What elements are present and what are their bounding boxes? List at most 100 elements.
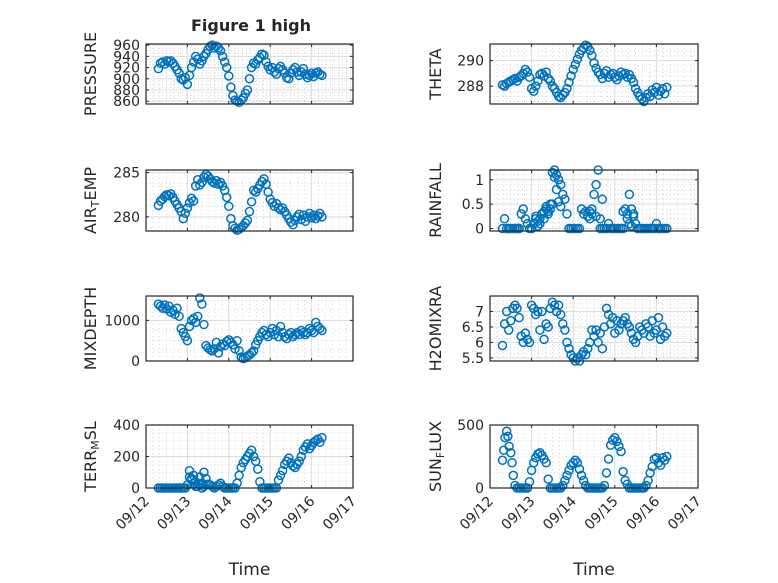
data-point: [298, 63, 309, 74]
data-point: [524, 72, 535, 82]
data-point: [524, 337, 535, 348]
data-point: [589, 58, 599, 68]
data-point: [572, 54, 583, 65]
data-point: [607, 435, 618, 445]
panel-h2omixra: 5.566.57 H2OMIXRA: [426, 286, 699, 372]
data-point: [506, 447, 516, 458]
y-axis-label: MIXDEPTH: [81, 287, 100, 370]
data-point: [662, 451, 672, 462]
data-point: [244, 206, 255, 217]
data-point: [213, 348, 224, 358]
data-point: [618, 466, 628, 477]
data-point: [294, 456, 304, 466]
y-tick-label: 1: [475, 173, 484, 189]
y-tick-label: 400: [113, 418, 140, 434]
data-point: [570, 59, 581, 70]
data-point: [234, 346, 244, 356]
data-point: [657, 83, 668, 94]
data-point: [186, 193, 197, 204]
y-tick-label: 920: [113, 61, 140, 77]
y-tick-label: 6: [475, 335, 484, 351]
data-point: [199, 172, 209, 182]
data-point: [616, 67, 626, 77]
data-point: [580, 350, 591, 360]
y-label-part: RAINFALL: [426, 163, 445, 238]
data-point: [182, 79, 193, 90]
data-point: [628, 77, 639, 88]
y-tick-label: 200: [113, 450, 140, 466]
y-tick-label: 0: [131, 354, 140, 370]
data-point: [250, 59, 261, 69]
data-point: [547, 167, 558, 178]
y-tick-label: 288: [457, 79, 484, 95]
data-point: [662, 82, 672, 93]
data-point: [537, 68, 547, 79]
data-point: [275, 321, 286, 332]
data-point: [507, 458, 517, 468]
data-point: [238, 93, 249, 103]
data-point: [641, 480, 651, 491]
data-point: [533, 216, 543, 226]
y-label-part: LUX: [426, 421, 445, 452]
data-point: [576, 470, 587, 481]
data-point: [514, 312, 524, 323]
y-label-subscript: M: [89, 440, 102, 450]
data-point: [533, 76, 543, 86]
data-point: [558, 189, 568, 200]
data-point: [219, 57, 230, 67]
data-point: [558, 90, 568, 100]
y-axis-label: AIRTEMP: [81, 167, 102, 234]
y-tick-label: 290: [457, 54, 484, 70]
data-point: [207, 481, 217, 492]
y-label-subscript: F: [434, 452, 447, 458]
data-point: [273, 63, 284, 74]
axes-box: [145, 169, 354, 232]
data-point: [628, 211, 639, 222]
data-point: [566, 71, 576, 81]
y-axis-label: H2OMIXRA: [426, 286, 445, 372]
data-point: [246, 445, 257, 455]
data-point: [226, 82, 236, 92]
x-axis-label: Time: [572, 560, 615, 580]
data-point: [522, 67, 533, 77]
data-point: [520, 64, 531, 75]
data-point: [240, 218, 251, 228]
data-point: [226, 337, 236, 348]
data-point: [273, 475, 284, 485]
y-tick-label: 0: [475, 222, 484, 238]
data-point: [201, 473, 211, 484]
data-point: [304, 70, 315, 81]
data-point: [599, 480, 610, 491]
axes-box: [489, 295, 699, 362]
y-tick-label: 960: [113, 38, 140, 54]
data-point: [543, 322, 553, 332]
figure-title: Figure 1 high: [191, 16, 311, 35]
data-point: [555, 201, 566, 212]
data-point: [197, 177, 207, 188]
data-point: [533, 306, 543, 317]
data-point: [209, 178, 220, 189]
data-point: [614, 325, 624, 335]
axes-box: [489, 43, 699, 105]
data-point: [275, 470, 286, 481]
data-point: [551, 184, 562, 195]
data-point: [497, 340, 508, 351]
data-point: [616, 446, 626, 457]
data-point: [284, 74, 294, 84]
y-tick-label: 940: [113, 49, 140, 65]
y-axis-label: THETA: [426, 48, 445, 100]
data-point: [622, 72, 633, 82]
data-point: [315, 437, 325, 448]
data-point: [497, 455, 508, 466]
data-point: [313, 211, 323, 221]
data-point: [549, 172, 560, 183]
data-point: [659, 89, 670, 99]
data-point: [597, 343, 608, 354]
data-point: [294, 209, 304, 219]
data-point: [578, 475, 589, 486]
data-point: [535, 447, 545, 458]
data-point: [535, 69, 545, 80]
panel-rainfall: 0 0.5 1 RAINFALL: [426, 163, 699, 238]
data-point: [560, 325, 570, 335]
